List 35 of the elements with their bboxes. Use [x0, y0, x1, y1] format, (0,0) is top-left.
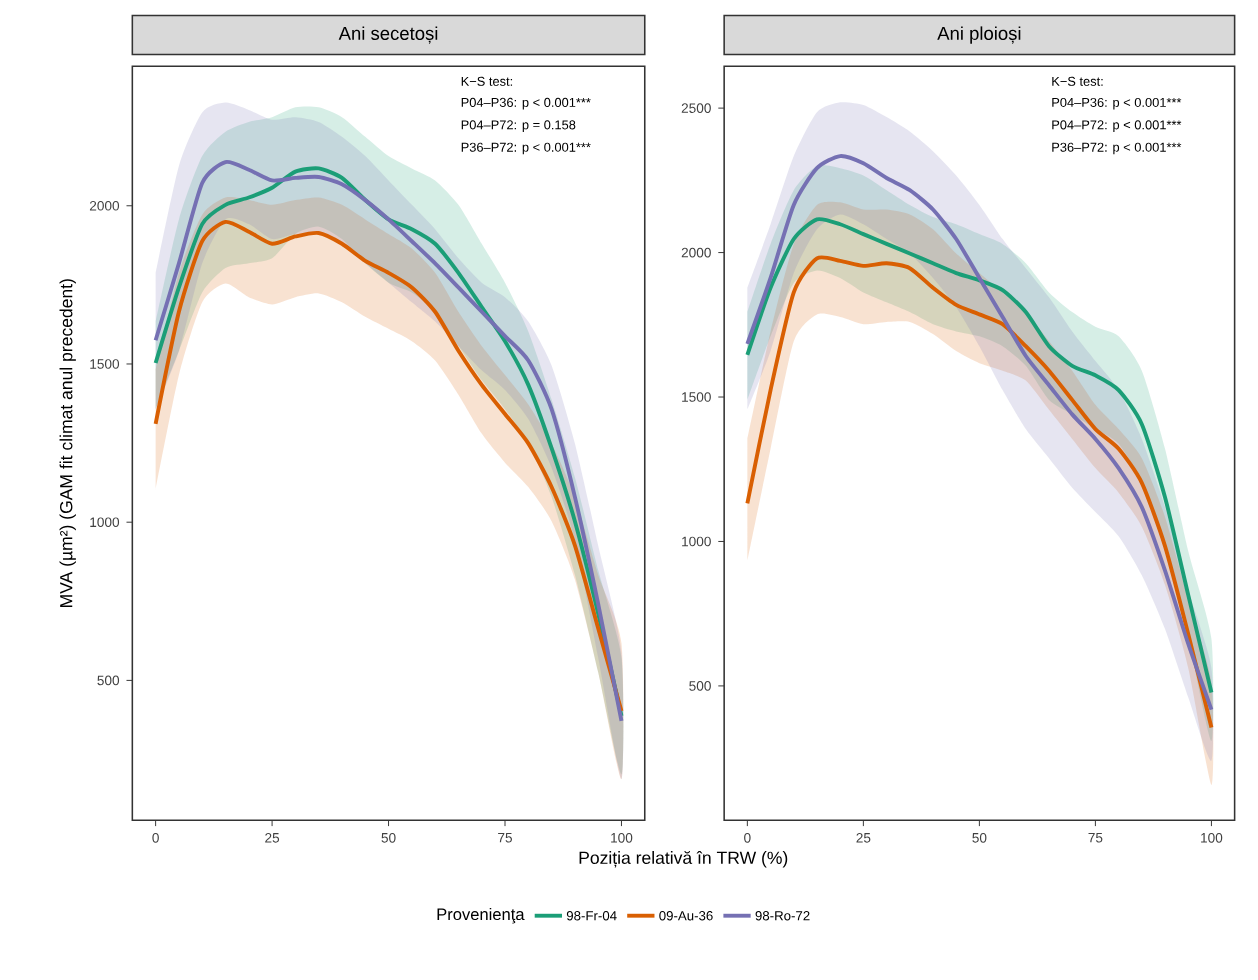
- x-tick-label: 75: [1088, 832, 1103, 843]
- x-tick-label: 50: [381, 833, 396, 843]
- x-tick-label: 0: [744, 833, 751, 843]
- x-tick-label: 25: [856, 833, 871, 843]
- legend-label: 09-Au-36: [659, 911, 713, 921]
- chart-title: Ani secetoși: [338, 26, 438, 44]
- y-tick-label: 1000: [90, 517, 120, 527]
- x-tick-label: 25: [265, 833, 280, 843]
- y-tick-label: 1500: [90, 359, 120, 369]
- chart-title: Ani ploioși: [937, 26, 1021, 44]
- x-axis-title: Poziția relativă în TRW (%): [579, 850, 788, 868]
- y-axis-title: MVA (µm²) (GAM fit climat anul precedent): [59, 279, 76, 607]
- annotation: P04–P72: p < 0.001***: [1052, 120, 1182, 132]
- x-tick-label: 100: [1201, 833, 1223, 843]
- annotation: P04–P36: p < 0.001***: [461, 97, 591, 110]
- y-tick-label: 500: [689, 681, 711, 691]
- x-tick-label: 100: [611, 833, 633, 843]
- x-tick-label: 50: [972, 833, 987, 843]
- annotation: P04–P72: p = 0.158: [461, 120, 576, 132]
- annotation: P36–P72: p < 0.001***: [461, 142, 591, 155]
- annotation: K−S test:: [1052, 76, 1103, 86]
- y-tick-label: 1500: [682, 392, 711, 402]
- legend-label: 98-Fr-04: [566, 911, 617, 921]
- annotation: K−S test:: [461, 76, 513, 86]
- x-tick-label: 0: [152, 833, 159, 843]
- y-tick-label: 1000: [682, 536, 711, 547]
- y-tick-label: 2500: [681, 103, 711, 113]
- x-tick-label: 75: [498, 832, 512, 843]
- legend-title: Provenienţa: [437, 907, 525, 924]
- y-tick-label: 2000: [89, 200, 120, 211]
- legend-label: 98-Ro-72: [755, 911, 810, 921]
- y-tick-label: 500: [97, 675, 120, 686]
- annotation: P04–P36: p < 0.001***: [1052, 97, 1182, 110]
- annotation: P36–P72: p < 0.001***: [1052, 142, 1182, 155]
- y-tick-label: 2000: [681, 247, 711, 258]
